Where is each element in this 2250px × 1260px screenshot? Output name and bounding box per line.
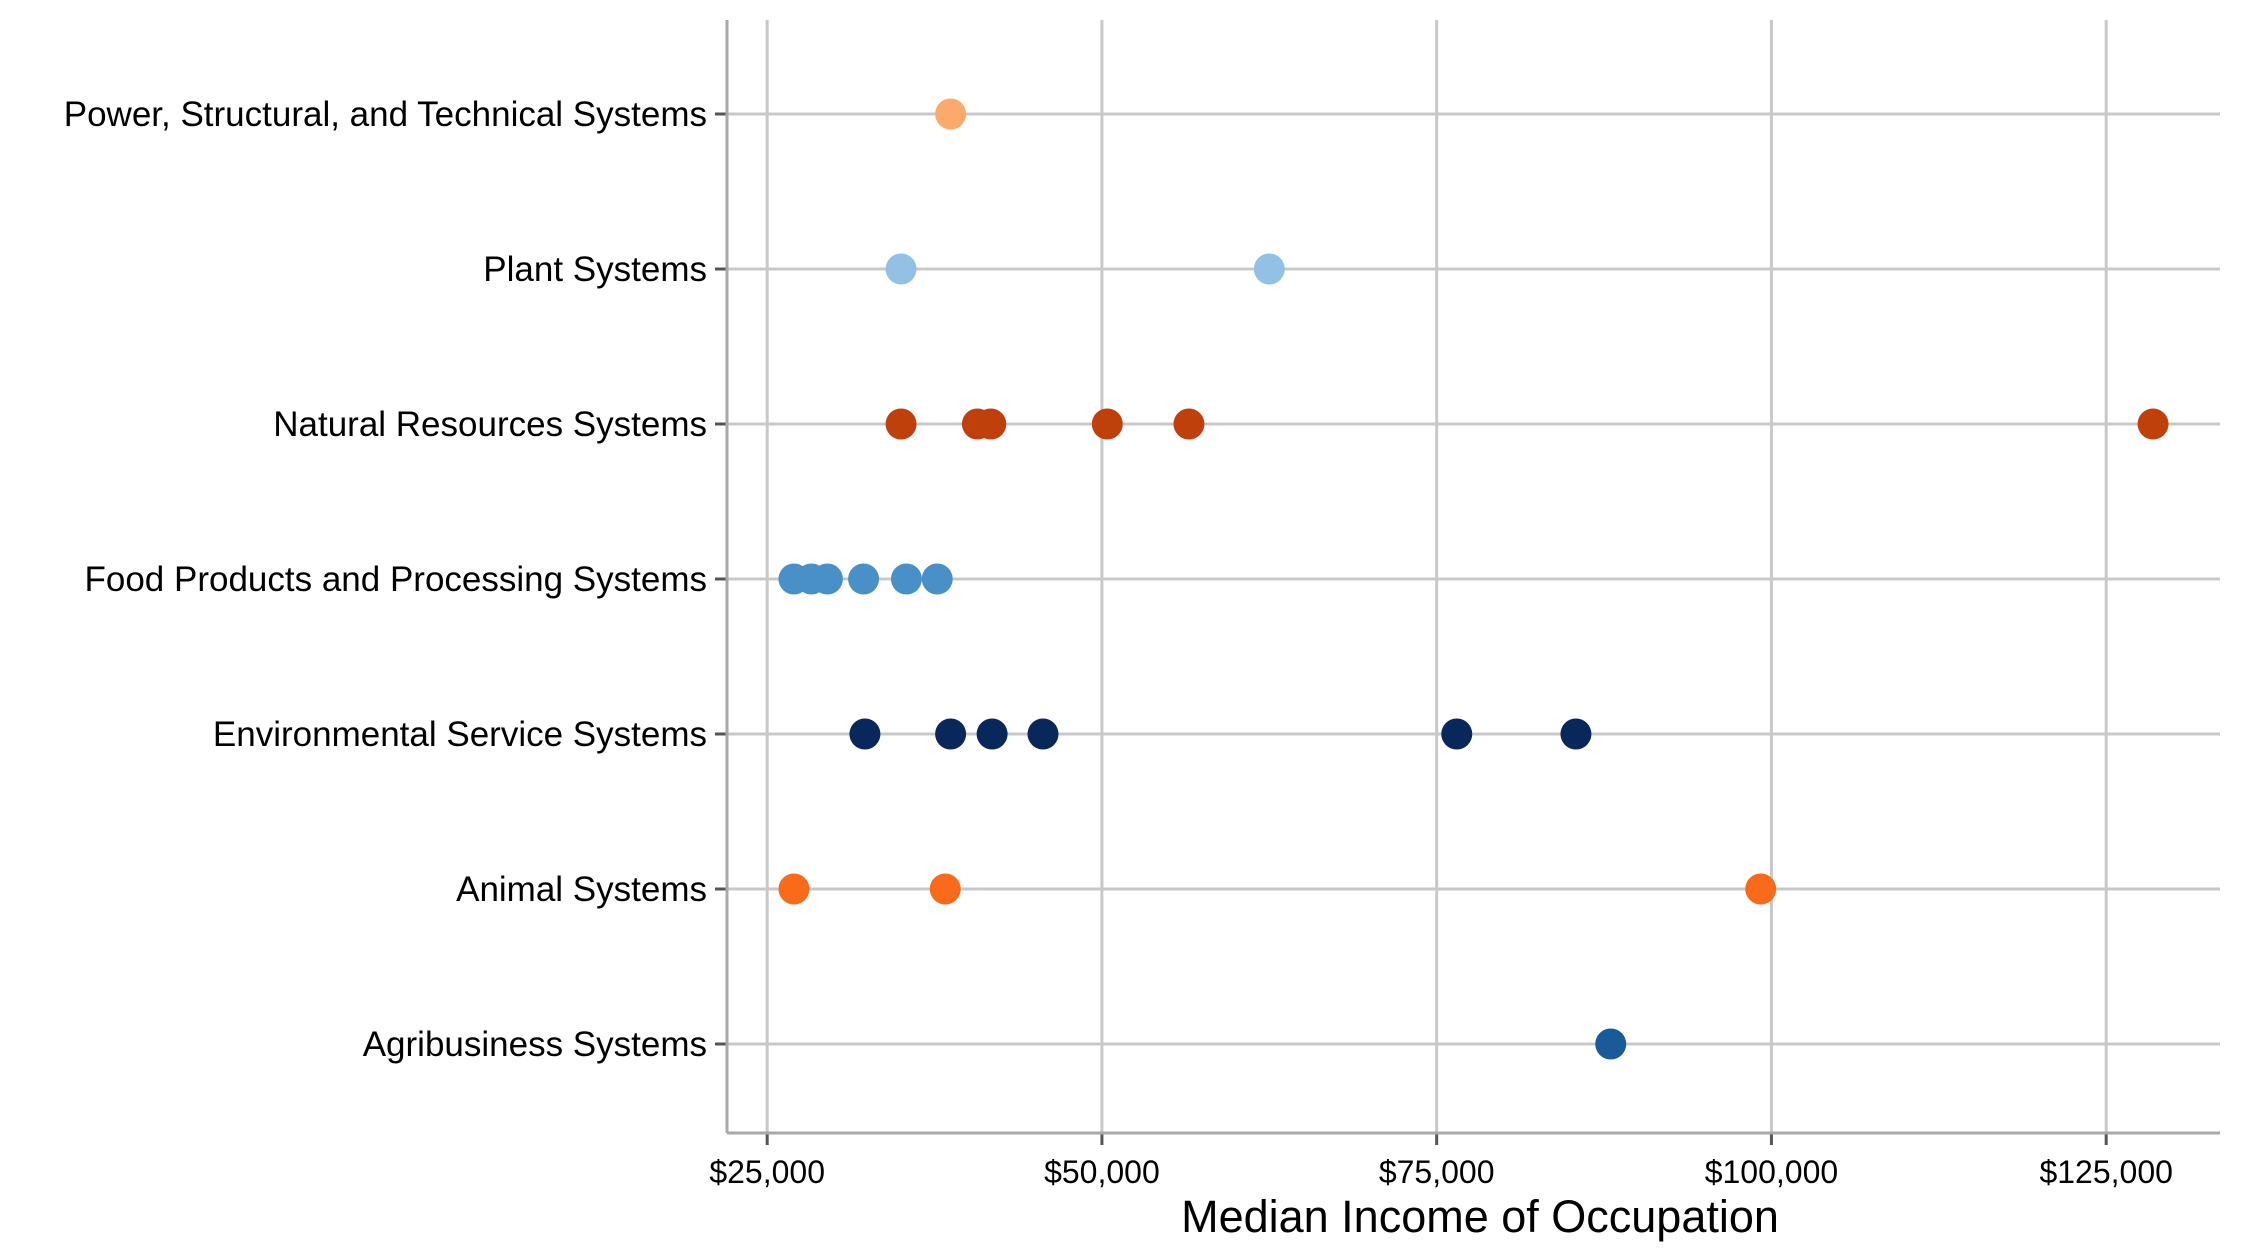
category-label: Plant Systems bbox=[483, 250, 707, 289]
category-label: Agribusiness Systems bbox=[363, 1025, 707, 1064]
data-point bbox=[848, 563, 880, 595]
data-points bbox=[778, 98, 2169, 1060]
data-point bbox=[811, 563, 843, 595]
x-tick-label: $25,000 bbox=[709, 1154, 825, 1190]
category-label: Animal Systems bbox=[456, 870, 707, 909]
data-point bbox=[935, 718, 967, 750]
category-label: Power, Structural, and Technical Systems bbox=[64, 95, 707, 134]
data-point bbox=[1560, 718, 1592, 750]
category-label: Food Products and Processing Systems bbox=[84, 560, 707, 599]
data-point bbox=[1173, 408, 1205, 440]
data-point bbox=[2137, 408, 2169, 440]
data-point bbox=[976, 718, 1008, 750]
data-point bbox=[1745, 873, 1777, 905]
data-point bbox=[935, 98, 967, 130]
data-point bbox=[1595, 1028, 1627, 1060]
data-point bbox=[1441, 718, 1473, 750]
data-point bbox=[921, 563, 953, 595]
grid-lines bbox=[727, 20, 2220, 1133]
x-tick-label: $100,000 bbox=[1705, 1154, 1838, 1190]
axes bbox=[715, 20, 2220, 1145]
data-point bbox=[885, 253, 917, 285]
data-point bbox=[1091, 408, 1123, 440]
data-point bbox=[849, 718, 881, 750]
x-axis-title: Median Income of Occupation bbox=[1181, 1191, 1779, 1242]
data-point bbox=[890, 563, 922, 595]
category-label: Natural Resources Systems bbox=[273, 405, 707, 444]
data-point bbox=[1253, 253, 1285, 285]
x-tick-label: $125,000 bbox=[2039, 1154, 2172, 1190]
data-point bbox=[1027, 718, 1059, 750]
data-point bbox=[778, 873, 810, 905]
axis-labels: $25,000 $50,000 $75,000 $100,000 $125,000 Agr… bbox=[64, 95, 2173, 1190]
x-tick-label: $50,000 bbox=[1044, 1154, 1160, 1190]
category-label: Environmental Service Systems bbox=[213, 715, 707, 754]
data-point bbox=[929, 873, 961, 905]
data-point bbox=[885, 408, 917, 440]
x-tick-label: $75,000 bbox=[1379, 1154, 1495, 1190]
data-point bbox=[975, 408, 1007, 440]
